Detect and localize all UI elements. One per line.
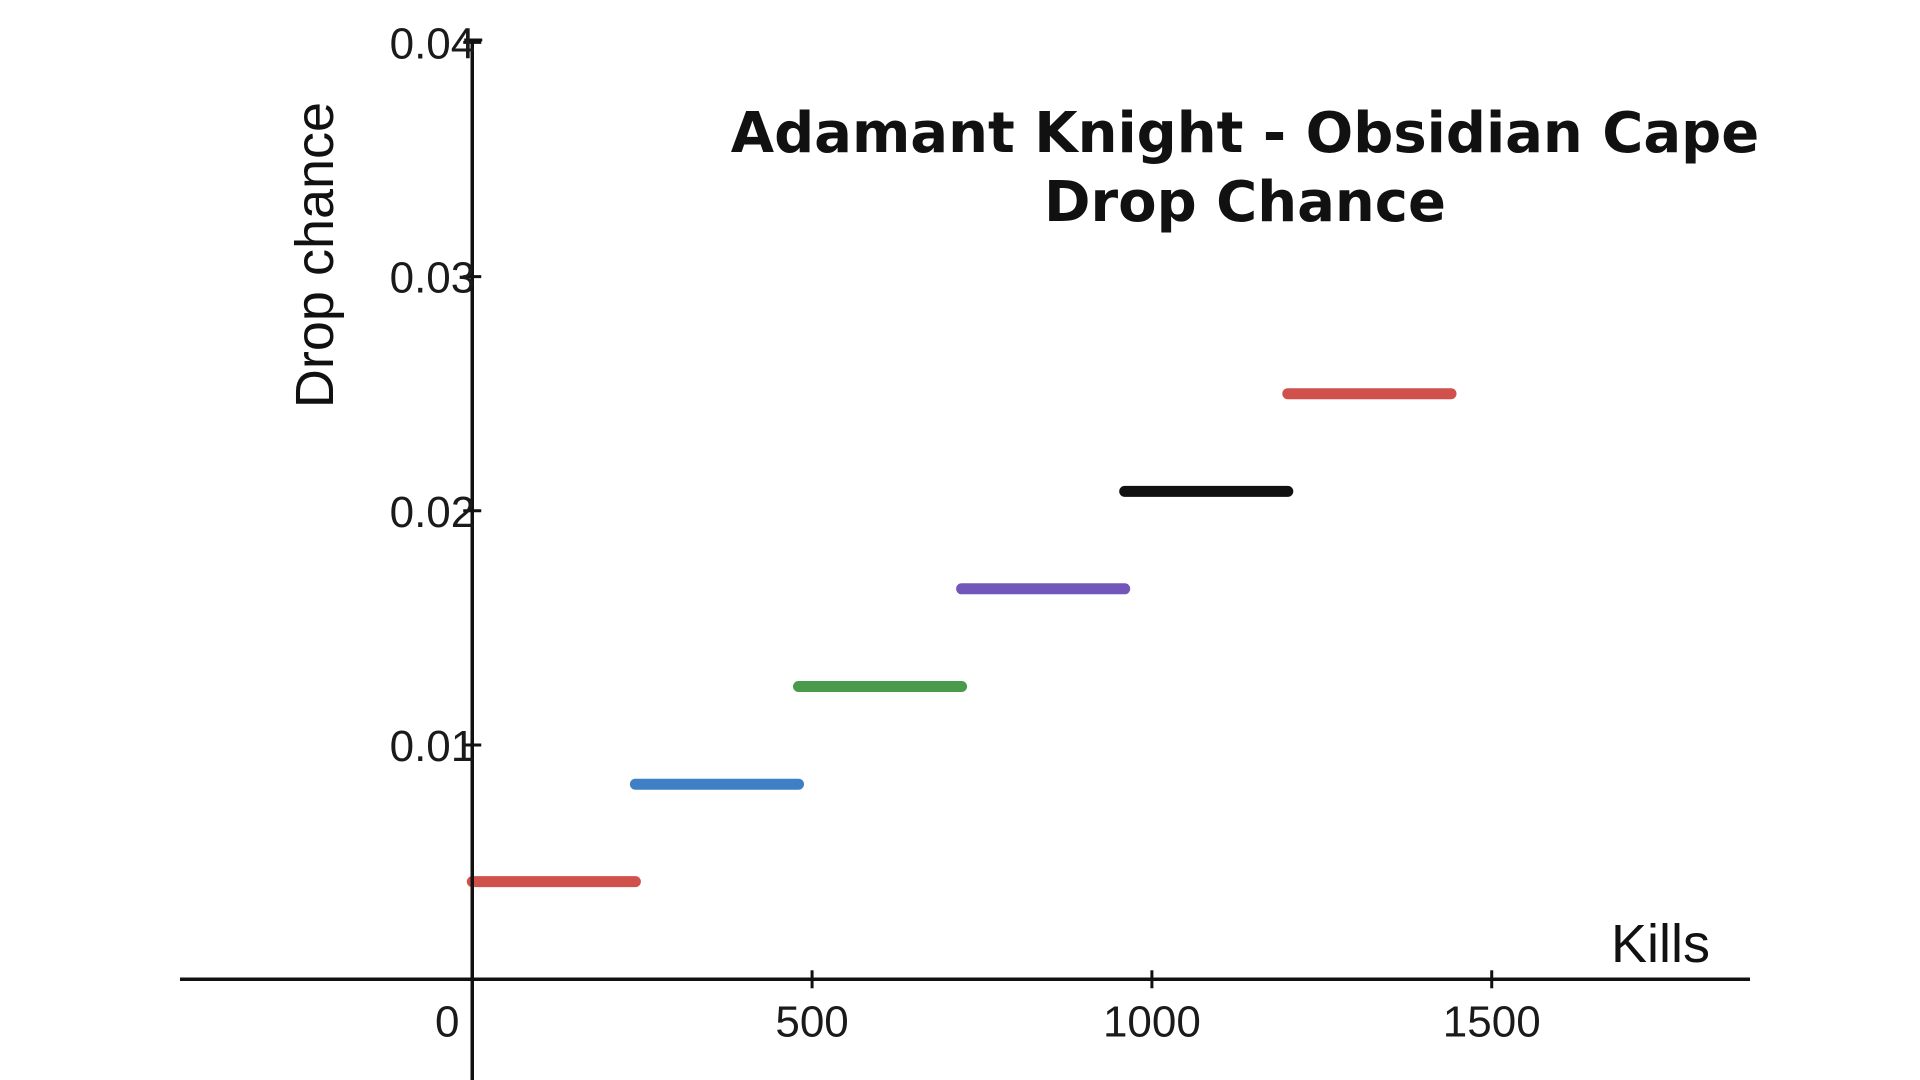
y-tick-label: 0.01 [390, 722, 476, 771]
y-axis-title: Drop chance [285, 102, 345, 408]
x-tick-label: 0 [435, 997, 459, 1046]
y-tick-label: 0.03 [390, 254, 476, 303]
y-tick-label: 0.04 [390, 19, 476, 68]
y-axis-ticks: 0.01 0.02 0.03 0.04 [390, 19, 482, 771]
x-tick-label: 1000 [1103, 997, 1201, 1046]
x-axis-title: Kills [1611, 914, 1710, 974]
x-tick-label: 1500 [1443, 997, 1541, 1046]
step-segments [466, 388, 1457, 888]
chart-title-line-2: Drop Chance [1044, 170, 1446, 235]
x-axis-ticks: 0 500 1000 1500 [435, 970, 1541, 1046]
y-tick-label: 0.02 [390, 488, 476, 537]
chart-title-line-1: Adamant Knight - Obsidian Cape [731, 101, 1760, 166]
x-tick-label: 500 [775, 997, 848, 1046]
